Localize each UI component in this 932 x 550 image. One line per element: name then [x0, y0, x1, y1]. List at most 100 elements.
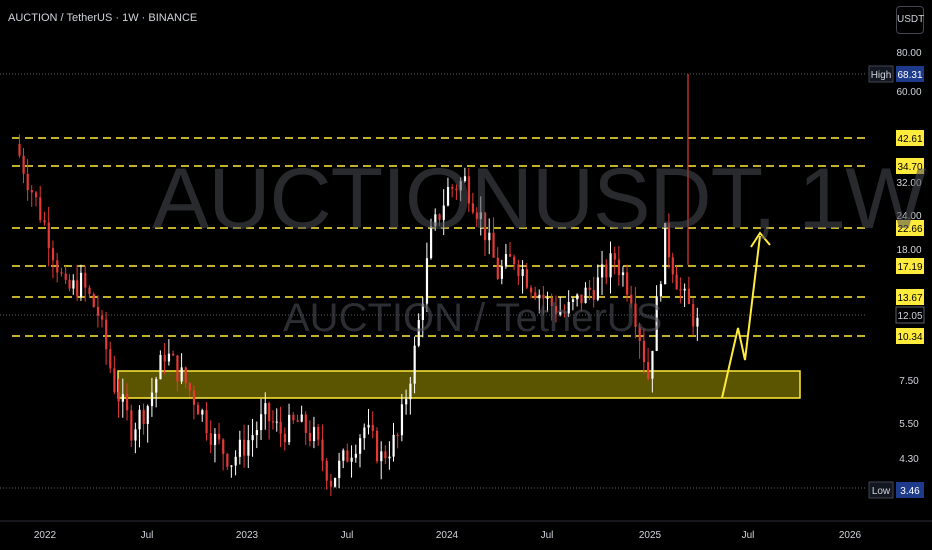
candle-body — [546, 297, 549, 299]
candle-body — [56, 260, 59, 273]
candle-body — [346, 450, 349, 462]
last-price-box — [895, 306, 925, 324]
candle-body — [683, 288, 686, 291]
candle-body — [696, 317, 699, 327]
candle-body — [488, 232, 491, 241]
low-label: Low — [872, 486, 891, 497]
time-tick-label: 2025 — [639, 530, 662, 541]
time-tick-label: Jul — [541, 530, 554, 541]
candle-body — [421, 303, 424, 321]
candle-body — [76, 280, 79, 297]
candle-body — [105, 319, 108, 350]
candle-body — [459, 181, 462, 191]
candle-body — [96, 306, 100, 316]
level-tag-label: 17.19 — [897, 262, 922, 273]
candle-body — [130, 410, 133, 441]
candle-body — [630, 294, 633, 304]
time-tick-label: 2023 — [236, 530, 259, 541]
candle-body — [530, 287, 533, 293]
projection-path — [721, 235, 761, 399]
candle-body — [567, 302, 570, 314]
price-tick-label: 4.30 — [899, 454, 919, 465]
candle-body — [300, 414, 303, 422]
candle-body — [384, 451, 387, 459]
level-tag-label: 42.61 — [897, 134, 922, 145]
candle-body — [329, 480, 333, 487]
time-tick-label: Jul — [742, 530, 755, 541]
time-tick-label: 2022 — [34, 530, 57, 541]
candle-body — [687, 288, 691, 304]
candle-body — [601, 264, 604, 278]
candle-body — [79, 272, 83, 297]
demand-zone — [117, 370, 801, 399]
candle-body — [260, 414, 263, 431]
candle-body — [213, 433, 217, 445]
candle-body — [375, 430, 379, 462]
level-tag-label: 13.67 — [897, 293, 922, 304]
candle-body — [113, 368, 116, 393]
level-tag-label: 22.66 — [897, 224, 922, 235]
candle-body — [367, 424, 370, 428]
candle-body — [446, 186, 450, 206]
candle-body — [451, 186, 454, 189]
currency-button[interactable]: USDT — [896, 6, 924, 34]
candle-body — [39, 197, 42, 221]
candle-body — [22, 155, 25, 174]
candle-body — [308, 432, 312, 441]
candle-body — [380, 451, 383, 462]
candle-body — [479, 212, 482, 220]
candle-body — [167, 353, 171, 362]
candle-body — [500, 266, 504, 279]
time-tick-label: Jul — [141, 530, 154, 541]
candle-body — [134, 429, 137, 441]
candle-body — [47, 222, 50, 249]
candle-body — [234, 456, 237, 466]
candle-body — [226, 453, 229, 467]
candle-body — [60, 272, 63, 274]
candle-body — [621, 272, 625, 276]
candle-body — [492, 232, 495, 258]
candle-body — [434, 214, 437, 227]
candle-body — [155, 379, 158, 393]
candle-body — [172, 353, 175, 356]
price-axis: 80.00 60.00 32.00 24.00 18.00 7.50 5.50 4.30 42.… — [868, 48, 925, 499]
price-tick-label: 32.00 — [896, 178, 921, 189]
candle-body — [64, 273, 67, 280]
level-tag — [896, 158, 924, 174]
candle-body — [304, 414, 307, 433]
candle-body — [617, 259, 621, 276]
candle-body — [84, 272, 87, 288]
candle-body — [188, 383, 191, 391]
candle-body — [559, 311, 562, 315]
candle-body — [92, 293, 95, 307]
candle-body — [534, 292, 537, 299]
candle-body — [142, 409, 145, 424]
candle-body — [542, 294, 545, 299]
candle-body — [626, 272, 629, 295]
watermark-description: AUCTION / TetherUS — [283, 296, 663, 340]
candle-body — [659, 284, 663, 297]
level-tag — [896, 220, 924, 236]
candle-body — [218, 433, 221, 440]
candle-body — [34, 192, 38, 198]
candle-body — [584, 287, 587, 304]
candle-body — [496, 257, 499, 279]
candle-body — [222, 439, 225, 454]
last-price-label: 12.05 — [897, 311, 922, 322]
time-tick-label: Jul — [341, 530, 354, 541]
time-tick-label: 2026 — [839, 530, 862, 541]
candle-body — [342, 450, 345, 461]
candle-body — [538, 294, 541, 299]
projection-arrow — [721, 231, 771, 399]
candle-body — [138, 409, 141, 430]
grid — [0, 73, 866, 489]
price-tick-label: 5.50 — [899, 419, 919, 430]
candle-body — [150, 392, 154, 407]
candle-body — [359, 438, 362, 454]
candle-body — [647, 362, 650, 379]
candle-body — [667, 223, 671, 258]
candle-body — [392, 434, 395, 457]
candle-body — [43, 220, 46, 223]
symbol-info[interactable]: AUCTION / TetherUS · 1W · BINANCE — [8, 12, 198, 24]
